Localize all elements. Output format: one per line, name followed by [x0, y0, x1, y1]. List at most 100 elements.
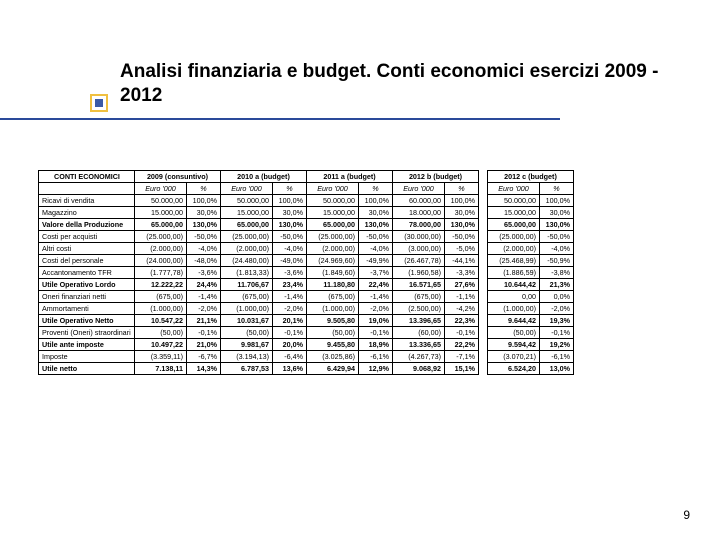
cell-value: (3.000,00) [393, 243, 445, 255]
row-label: Magazzino [39, 207, 135, 219]
cell-value: (30.000,00) [393, 231, 445, 243]
cell-pct: 0,0% [540, 291, 574, 303]
cell-pct: -6,4% [273, 351, 307, 363]
cell-value: 9.068,92 [393, 363, 445, 375]
table-row: Costi del personale(24.000,00)-48,0%(24.… [39, 255, 479, 267]
slide-title: Analisi finanziaria e budget. Conti econ… [120, 60, 680, 108]
table-row: Proventi (Oneri) straordinari (50,00)-0,1… [39, 327, 479, 339]
row-label: Utile netto [39, 363, 135, 375]
row-label: Costi per acquisti [39, 231, 135, 243]
title-underline [0, 118, 560, 120]
row-label: Ricavi di vendita [39, 195, 135, 207]
cell-pct: -1,4% [359, 291, 393, 303]
cell-pct: 21,0% [187, 339, 221, 351]
cell-value: 6.429,94 [307, 363, 359, 375]
table-row: (2.000,00)-4,0% [488, 243, 574, 255]
cell-pct: 130,0% [359, 219, 393, 231]
cell-value: 10.031,67 [221, 315, 273, 327]
cell-pct: 130,0% [273, 219, 307, 231]
table-row: 50.000,00100,0% [488, 195, 574, 207]
cell-pct: -6,7% [187, 351, 221, 363]
cell-value: 65.000,00 [221, 219, 273, 231]
cell-pct: 100,0% [273, 195, 307, 207]
cell-value: (3.194,13) [221, 351, 273, 363]
cell-value: (2.000,00) [135, 243, 187, 255]
cell-value: 6.524,20 [488, 363, 540, 375]
cell-value: 13.396,65 [393, 315, 445, 327]
row-label: Proventi (Oneri) straordinari [39, 327, 135, 339]
table-row: Oneri finanziari netti(675,00)-1,4%(675,… [39, 291, 479, 303]
row-label: Ammortamenti [39, 303, 135, 315]
cell-pct: 22,2% [445, 339, 479, 351]
cell-value: (1.777,78) [135, 267, 187, 279]
cell-value: 10.644,42 [488, 279, 540, 291]
year-header: 2011 a (budget) [307, 171, 393, 183]
cell-value: (50,00) [221, 327, 273, 339]
cell-value: (675,00) [221, 291, 273, 303]
cell-value: 50.000,00 [135, 195, 187, 207]
cell-pct: 100,0% [187, 195, 221, 207]
cell-value: (2.000,00) [307, 243, 359, 255]
cell-value: (675,00) [135, 291, 187, 303]
table-row: Utile Operativo Netto10.547,2221,1%10.03… [39, 315, 479, 327]
cell-value: 11.180,80 [307, 279, 359, 291]
cell-pct: 19,0% [359, 315, 393, 327]
cell-pct: 130,0% [187, 219, 221, 231]
cell-pct: -49,0% [273, 255, 307, 267]
table-row: (25.000,00)-50,0% [488, 231, 574, 243]
cell-pct: 12,9% [359, 363, 393, 375]
cell-pct: 30,0% [187, 207, 221, 219]
cell-pct: 20,1% [273, 315, 307, 327]
cell-value: (1.000,00) [221, 303, 273, 315]
table-row: Valore della Produzione65.000,00130,0%65… [39, 219, 479, 231]
table-row: 6.524,2013,0% [488, 363, 574, 375]
cell-pct: 130,0% [445, 219, 479, 231]
cell-value: 65.000,00 [307, 219, 359, 231]
cell-pct: -2,0% [359, 303, 393, 315]
cell-value: 10.497,22 [135, 339, 187, 351]
cell-pct: -50,0% [359, 231, 393, 243]
cell-value: 60.000,00 [393, 195, 445, 207]
cell-value: (24.000,00) [135, 255, 187, 267]
cell-value: (4.267,73) [393, 351, 445, 363]
cell-value: (3.359,11) [135, 351, 187, 363]
cell-pct: -2,0% [187, 303, 221, 315]
cell-pct: -0,1% [273, 327, 307, 339]
cell-value: 15.000,00 [307, 207, 359, 219]
cell-pct: 21,1% [187, 315, 221, 327]
cell-value: 50.000,00 [307, 195, 359, 207]
cell-value: 65.000,00 [488, 219, 540, 231]
cell-value: (1.000,00) [488, 303, 540, 315]
cell-pct: 20,0% [273, 339, 307, 351]
cell-value: (26.467,78) [393, 255, 445, 267]
year-header: 2010 a (budget) [221, 171, 307, 183]
cell-value: (1.886,59) [488, 267, 540, 279]
cell-pct: -6,1% [540, 351, 574, 363]
cell-value: (50,00) [307, 327, 359, 339]
cell-value: (1.849,60) [307, 267, 359, 279]
row-label: Imposte [39, 351, 135, 363]
cell-pct: -44,1% [445, 255, 479, 267]
cell-value: 9.981,67 [221, 339, 273, 351]
cell-value: 50.000,00 [488, 195, 540, 207]
cell-value: 18.000,00 [393, 207, 445, 219]
cell-pct: -2,0% [540, 303, 574, 315]
year-header: 2009 (consuntivo) [135, 171, 221, 183]
cell-pct: 100,0% [445, 195, 479, 207]
table-row: Utile netto7.138,1114,3%6.787,5313,6%6.4… [39, 363, 479, 375]
year-header: 2012 b (budget) [393, 171, 479, 183]
table-row: Utile Operativo Lordo12.222,2224,4%11.70… [39, 279, 479, 291]
row-label: Costi del personale [39, 255, 135, 267]
cell-value: 10.547,22 [135, 315, 187, 327]
cell-pct: -3,8% [540, 267, 574, 279]
cell-pct: 30,0% [273, 207, 307, 219]
cell-pct: -3,6% [273, 267, 307, 279]
cell-value: (25.000,00) [221, 231, 273, 243]
cell-pct: 22,3% [445, 315, 479, 327]
cell-value: (675,00) [307, 291, 359, 303]
cell-value: (60,00) [393, 327, 445, 339]
table-row: 10.644,4221,3% [488, 279, 574, 291]
cell-value: 50.000,00 [221, 195, 273, 207]
cell-pct: -1,1% [445, 291, 479, 303]
row-label: Accantonamento TFR [39, 267, 135, 279]
